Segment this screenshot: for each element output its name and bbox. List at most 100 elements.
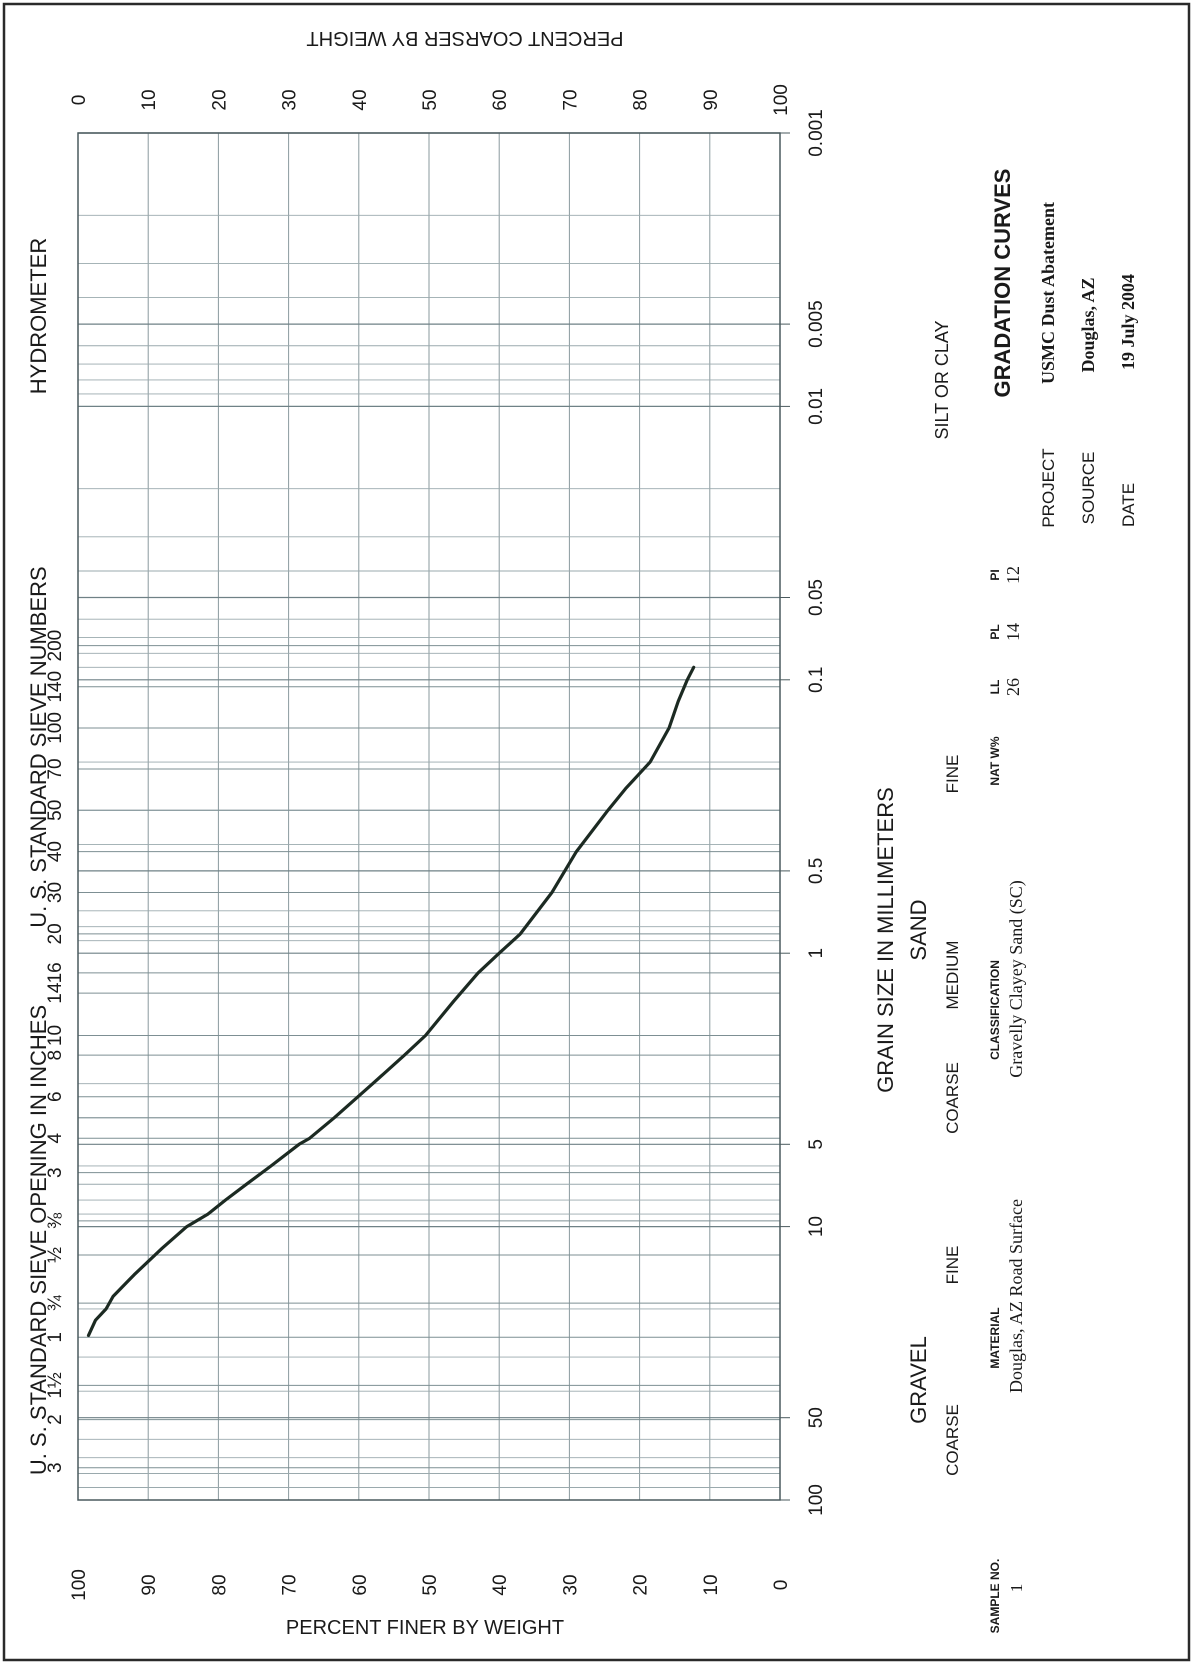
fine-sand-label: FINE — [943, 755, 962, 794]
source-label: SOURCE — [1079, 452, 1098, 525]
soil-class-band: GRAVEL SAND SILT OR CLAY COARSE FINE COA… — [906, 320, 962, 1475]
x-tick-labels: 100 50 10 5 1 0.5 0.1 0.05 0.01 0.005 0.001 — [806, 109, 827, 1516]
silt-clay-label: SILT OR CLAY — [932, 320, 952, 439]
x-tick-label: 0.05 — [806, 579, 827, 616]
y-tick-label-coarser: 70 — [560, 89, 581, 110]
pi-label: PI — [988, 569, 1002, 580]
sieve-number-label: 30 — [45, 882, 66, 903]
sieve-number-label: 20 — [45, 923, 66, 944]
project-value: USMC Dust Abatement — [1038, 202, 1058, 384]
sieve-inch-label: ⅜ — [45, 1213, 66, 1229]
sieve-number-label: 10 — [45, 1025, 66, 1046]
y-tick-labels-coarser: 0 10 20 30 40 50 60 70 80 90 100 — [69, 84, 792, 116]
sample-no: 1 — [1007, 1584, 1026, 1593]
sample-table: SAMPLE NO. 1 MATERIAL Douglas, AZ Road S… — [988, 566, 1027, 1633]
sieve-inch-label: 1½ — [45, 1372, 66, 1399]
y-tick-labels-finer: 100 90 80 70 60 50 40 30 20 10 0 — [69, 1569, 792, 1601]
sieve-number-label: 8 — [45, 1050, 66, 1061]
y-tick-label-coarser: 10 — [139, 89, 160, 110]
material-value: Douglas, AZ Road Surface — [1006, 1199, 1026, 1393]
classification-value: Gravelly Clayey Sand (SC) — [1006, 880, 1027, 1077]
sieve-number-label: 16 — [45, 962, 66, 983]
y-tick-label-finer: 30 — [560, 1574, 581, 1595]
sieve-inch-label: ½ — [45, 1247, 66, 1263]
sieve-inch-label: 3 — [45, 1167, 66, 1178]
sieve-number-label: 140 — [45, 671, 66, 703]
y-tick-label-coarser: 90 — [701, 89, 722, 110]
coarse-sand-label: COARSE — [943, 1062, 962, 1134]
sieve-numbers-title: U. S. STANDARD SIEVE NUMBERS — [26, 566, 51, 927]
y-tick-label-coarser: 30 — [280, 89, 301, 110]
y-tick-label-coarser: 60 — [490, 89, 511, 110]
chart-axes — [77, 132, 790, 1501]
x-tick-label: 0.005 — [806, 300, 827, 348]
y-tick-label-coarser: 100 — [771, 84, 792, 116]
sieve-inch-label: 2 — [45, 1414, 66, 1425]
y-tick-label-coarser: 50 — [420, 89, 441, 110]
pi-value: 12 — [1003, 566, 1023, 584]
sieve-opening-title: U. S. STANDARD SIEVE OPENING IN INCHES — [26, 1005, 51, 1475]
material-label: MATERIAL — [988, 1307, 1002, 1368]
pl-label: PL — [988, 624, 1002, 639]
y-tick-label-finer: 70 — [280, 1574, 301, 1595]
x-axis-title: GRAIN SIZE IN MILLIMETERS — [873, 787, 898, 1093]
y-tick-label-finer: 40 — [490, 1574, 511, 1595]
y-tick-label-finer: 10 — [701, 1574, 722, 1595]
sieve-inch-labels: 3 2 1½ 1 ¾ ½ ⅜ 3 — [45, 1167, 66, 1473]
fine-gravel-label: FINE — [943, 1246, 962, 1285]
sample-no-label: SAMPLE NO. — [988, 1559, 1002, 1634]
date-label: DATE — [1119, 483, 1138, 527]
sieve-number-label: 40 — [45, 841, 66, 862]
sieve-number-label: 100 — [45, 712, 66, 744]
sieve-number-label: 14 — [45, 982, 66, 1004]
title-block: GRADATION CURVES PROJECT USMC Dust Abate… — [990, 169, 1138, 528]
x-tick-label: 0.5 — [806, 858, 827, 884]
x-tick-label: 50 — [806, 1407, 827, 1428]
source-value: Douglas, AZ — [1078, 277, 1098, 372]
nat-w-label: NAT W% — [988, 736, 1002, 785]
plot-frame — [77, 132, 781, 1501]
y-tick-label-finer: 100 — [69, 1569, 90, 1601]
y-tick-label-finer: 90 — [139, 1574, 160, 1595]
pl-value: 14 — [1003, 623, 1023, 641]
sieve-number-label: 4 — [45, 1132, 66, 1143]
gravel-label: GRAVEL — [906, 1336, 931, 1424]
x-tick-label: 10 — [806, 1216, 827, 1237]
sieve-inch-label: 1 — [45, 1332, 66, 1343]
sieve-inch-label: ¾ — [45, 1294, 66, 1311]
sieve-number-label: 6 — [45, 1091, 66, 1102]
sieve-number-label: 50 — [45, 800, 66, 821]
y-tick-label-finer: 0 — [771, 1580, 792, 1591]
y-tick-label-coarser: 0 — [69, 95, 90, 106]
y-axis-title-finer: PERCENT FINER BY WEIGHT — [286, 1617, 564, 1639]
medium-sand-label: MEDIUM — [943, 941, 962, 1010]
x-tick-label: 5 — [806, 1139, 827, 1150]
y-tick-label-coarser: 80 — [631, 89, 652, 110]
x-tick-label: 0.1 — [806, 667, 827, 693]
x-tick-label: 1 — [806, 948, 827, 959]
y-tick-label-finer: 60 — [350, 1574, 371, 1595]
sand-label: SAND — [906, 899, 931, 960]
y-axis-title-coarser: PERCENT COARSER BY WEIGHT — [306, 27, 623, 49]
y-tick-label-coarser: 20 — [209, 89, 230, 110]
date-value: 19 July 2004 — [1118, 274, 1138, 370]
project-label: PROJECT — [1039, 448, 1058, 527]
y-tick-label-coarser: 40 — [350, 89, 371, 110]
hydrometer-label: HYDROMETER — [26, 238, 51, 394]
sieve-number-label: 200 — [45, 630, 66, 662]
sieve-number-label: 70 — [45, 758, 66, 779]
ll-value: 26 — [1003, 678, 1023, 696]
y-tick-label-finer: 50 — [420, 1574, 441, 1595]
y-tick-label-finer: 80 — [209, 1574, 230, 1595]
ll-label: LL — [988, 680, 1002, 695]
coarse-gravel-label: COARSE — [943, 1404, 962, 1476]
x-tick-label: 0.01 — [806, 388, 827, 425]
x-tick-label: 0.001 — [806, 109, 827, 157]
sieve-inch-label: 3 — [45, 1462, 66, 1473]
chart-title: GRADATION CURVES — [990, 169, 1015, 398]
classification-label: CLASSIFICATION — [988, 960, 1002, 1060]
x-tick-label: 100 — [806, 1484, 827, 1516]
